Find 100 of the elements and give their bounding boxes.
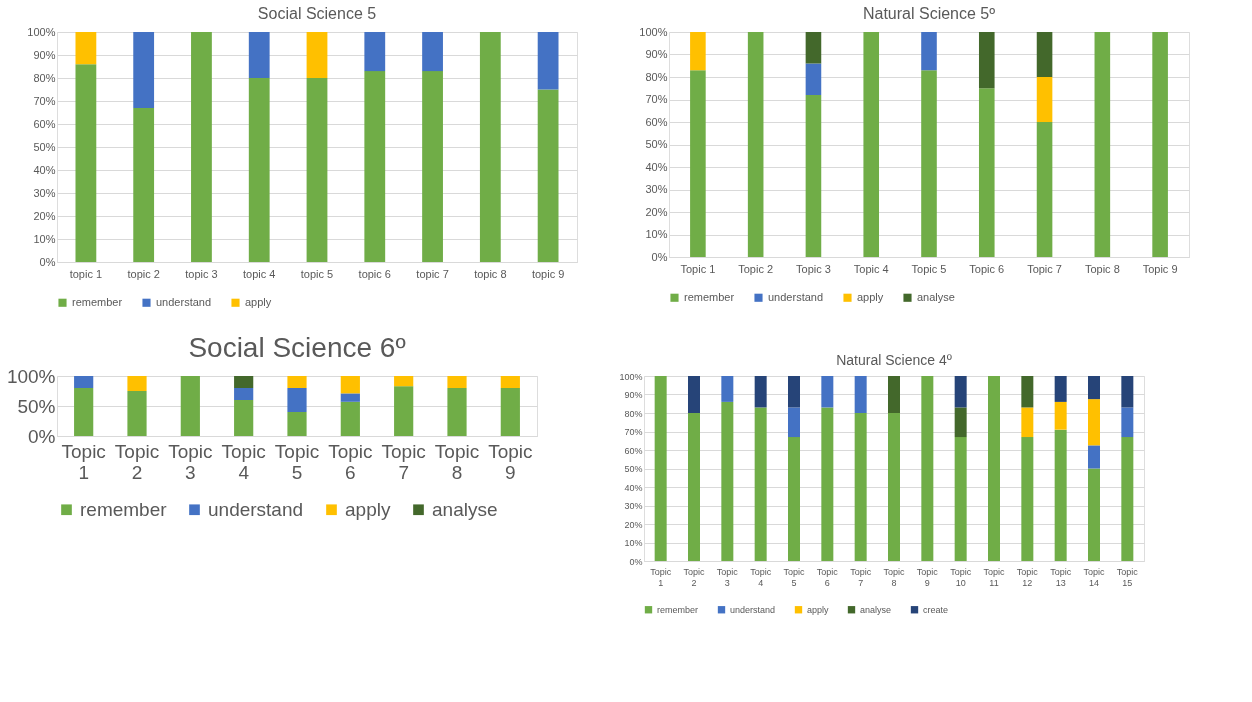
- x-tick-label: Topic 9: [1142, 262, 1178, 275]
- bar: [479, 32, 501, 262]
- bar: [978, 88, 995, 257]
- legend-label: remember: [684, 290, 735, 303]
- legend-label: understand: [208, 498, 304, 520]
- bar: [340, 393, 360, 402]
- bar: [1088, 399, 1100, 446]
- bar: [248, 32, 270, 78]
- chart-title: Natural Science 5º: [862, 5, 996, 22]
- bar: [747, 32, 764, 257]
- y-tick-label: 90%: [624, 390, 643, 400]
- y-tick-label: 0%: [651, 250, 668, 263]
- bar: [954, 407, 967, 438]
- x-tick-label: topic 2: [127, 267, 160, 280]
- bar: [340, 376, 360, 394]
- x-tick-label: Topic 7: [850, 566, 872, 588]
- bar: [788, 437, 800, 561]
- bar: [394, 386, 414, 436]
- bar: [888, 413, 900, 561]
- x-tick-label: topic 8: [474, 267, 507, 280]
- bar: [364, 32, 386, 72]
- bar: [1088, 376, 1100, 400]
- bar: [500, 376, 520, 388]
- bar: [854, 413, 867, 561]
- y-tick-label: 30%: [33, 186, 56, 199]
- bar: [75, 64, 97, 262]
- bar: [688, 376, 700, 413]
- x-tick-label: Topic 2: [683, 566, 705, 588]
- x-tick-label: Topic 8: [434, 440, 480, 483]
- bar: [248, 78, 270, 262]
- bar: [721, 376, 734, 402]
- bar: [690, 32, 706, 71]
- bar: [988, 376, 1000, 561]
- bar: [1094, 32, 1111, 257]
- x-tick-label: Topic 6: [816, 566, 839, 588]
- x-tick-label: Topic 10: [950, 566, 972, 588]
- x-tick-label: Topic 15: [1116, 566, 1139, 588]
- y-tick-label: 0%: [629, 556, 643, 567]
- legend-label: understand: [156, 295, 212, 308]
- legend-label: create: [923, 604, 949, 615]
- x-tick-label: Topic 1: [61, 440, 106, 483]
- y-tick-label: 20%: [624, 519, 643, 530]
- x-tick-label: Topic 5: [783, 566, 805, 588]
- bar: [1054, 429, 1067, 561]
- y-tick-label: 10%: [33, 232, 56, 245]
- bar: [805, 63, 822, 95]
- legend-label: understand: [730, 604, 776, 615]
- x-tick-label: Topic 6: [328, 440, 373, 483]
- bar: [690, 70, 706, 257]
- x-tick-label: Topic 6: [969, 262, 1005, 275]
- x-tick-label: topic 5: [300, 267, 334, 280]
- bar: [654, 376, 667, 561]
- bar: [500, 388, 520, 436]
- x-tick-label: Topic 4: [750, 566, 772, 588]
- y-tick-label: 70%: [33, 94, 56, 107]
- bar: [234, 376, 254, 388]
- bar: [1036, 77, 1053, 122]
- legend-label: apply: [345, 498, 391, 520]
- x-tick-label: Topic 5: [274, 440, 320, 483]
- bar: [537, 89, 559, 262]
- bar: [921, 376, 934, 561]
- bar: [537, 32, 559, 90]
- bar: [422, 71, 443, 262]
- legend-label: remember: [80, 498, 168, 520]
- y-tick-label: 60%: [624, 445, 643, 456]
- bar: [364, 71, 386, 262]
- bar: [447, 388, 467, 436]
- x-tick-label: Topic 12: [1016, 566, 1039, 588]
- legend-label: remember: [72, 295, 123, 308]
- bar: [306, 78, 328, 262]
- x-tick-label: Topic 3: [716, 566, 739, 588]
- bar: [863, 32, 880, 257]
- x-tick-label: Topic 5: [911, 262, 947, 275]
- bar: [1121, 437, 1134, 561]
- legend-label: apply: [807, 604, 830, 615]
- x-tick-label: topic 6: [358, 267, 391, 280]
- bar: [854, 376, 867, 413]
- bar: [888, 376, 900, 413]
- bar: [1121, 407, 1134, 438]
- y-tick-label: 100%: [6, 365, 56, 387]
- x-tick-label: Topic 8: [1084, 262, 1120, 275]
- y-tick-label: 50%: [624, 464, 643, 474]
- x-tick-label: Topic 8: [883, 566, 905, 588]
- chart-title: Natural Science 4º: [836, 352, 952, 368]
- legend-label: analyse: [432, 498, 498, 520]
- x-tick-label: topic 3: [185, 267, 218, 280]
- bar: [821, 407, 834, 561]
- bar: [954, 376, 967, 408]
- y-tick-label: 20%: [645, 205, 668, 218]
- bar: [754, 376, 767, 408]
- x-tick-label: Topic 14: [1083, 566, 1105, 588]
- y-tick-label: 80%: [33, 71, 56, 84]
- x-tick-label: topic 9: [531, 267, 565, 280]
- x-tick-label: Topic 3: [168, 440, 213, 483]
- y-tick-label: 90%: [645, 48, 668, 60]
- x-tick-label: Topic 7: [1027, 262, 1062, 275]
- x-tick-label: Topic 9: [488, 440, 533, 483]
- y-tick-label: 70%: [624, 427, 643, 437]
- x-tick-label: Topic 1: [650, 566, 672, 588]
- bar: [1021, 437, 1034, 561]
